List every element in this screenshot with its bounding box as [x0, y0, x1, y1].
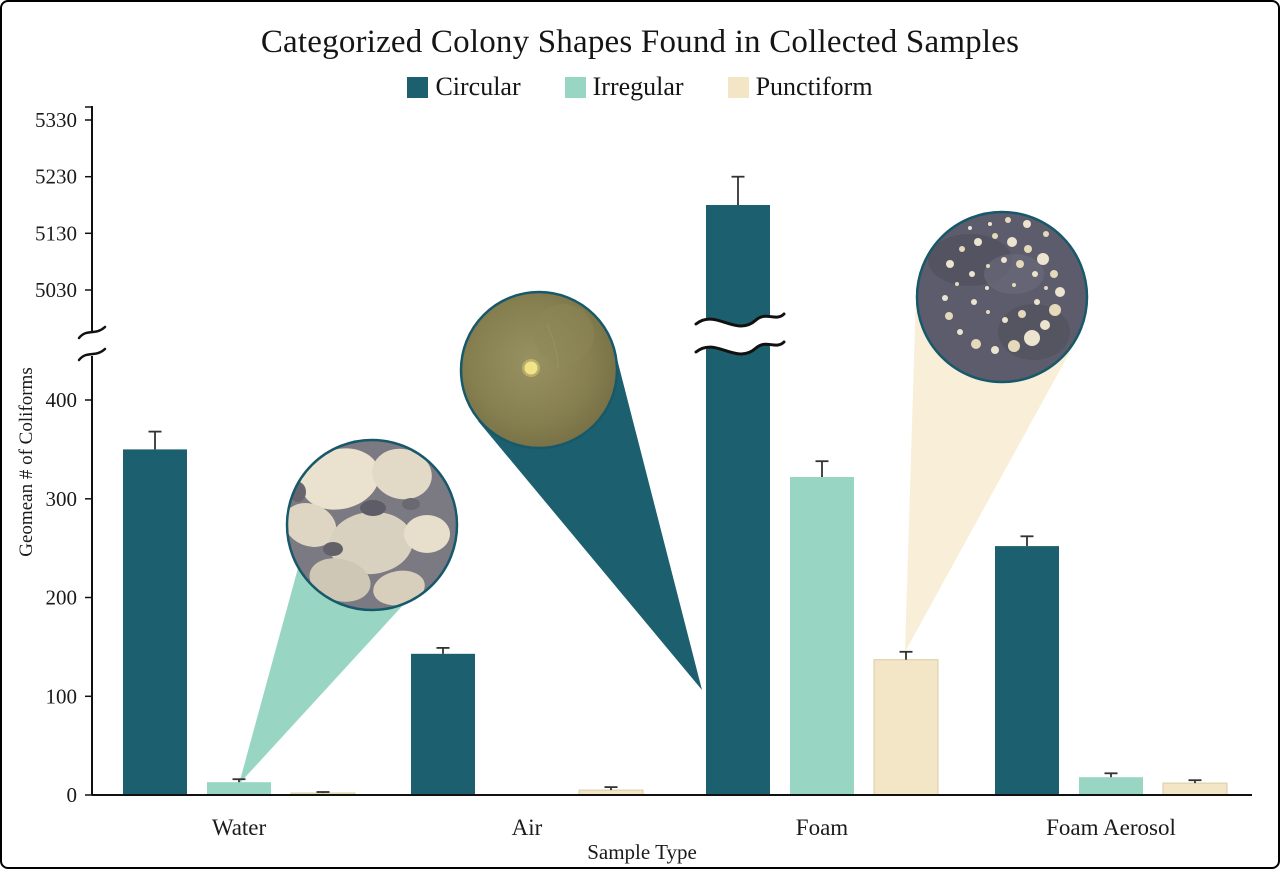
inset-photo-circular-colony: [459, 290, 619, 450]
y-tick-label: 200: [46, 586, 78, 610]
callout-cone-punctiform: [905, 294, 1077, 652]
y-tick-label: 5330: [35, 108, 77, 132]
inset-ring: [285, 438, 459, 612]
bars: [123, 205, 1228, 796]
x-category-label: Water: [212, 815, 267, 840]
legend-item-circular: Circular: [407, 72, 521, 102]
chart-title: Categorized Colony Shapes Found in Colle…: [260, 24, 1020, 60]
bar-break-mark: [694, 312, 786, 356]
x-category-label: Foam: [796, 815, 849, 840]
bar-circular-water: [123, 449, 187, 795]
bar-break-wave-top: [694, 312, 786, 328]
legend-label-circular: Circular: [435, 72, 521, 101]
bar-circular-foam: [706, 205, 770, 795]
axes: Geomean # of Coliforms Sample Type 0 100 2…: [16, 106, 1252, 864]
bar-break-wave-bottom: [694, 340, 786, 356]
inset-ring: [915, 210, 1089, 384]
legend-item-punctiform: Punctiform: [727, 72, 873, 102]
bar-circular-air: [411, 653, 475, 795]
bar-punctiform-foam: [873, 659, 939, 796]
bar-irregular-foam-aerosol: [1079, 777, 1143, 795]
y-tick-label: 5030: [35, 278, 77, 302]
x-category-label: Air: [512, 815, 543, 840]
legend-label-irregular: Irregular: [592, 72, 684, 101]
inset-photos: [285, 210, 1089, 612]
inset-photo-punctiform-colonies: [915, 210, 1089, 384]
y-tick-label: 300: [46, 487, 78, 511]
bar-irregular-foam: [790, 477, 854, 795]
y-tick-label: 5230: [35, 165, 77, 189]
legend-swatch-irregular-icon: [564, 76, 586, 98]
callout-cone-irregular: [239, 568, 416, 784]
y-axis-break-mark: [77, 347, 107, 362]
legend-item-irregular: Irregular: [564, 72, 684, 102]
bar-circular-foam-aerosol: [995, 546, 1059, 795]
legend-swatch-punctiform-icon: [727, 76, 749, 98]
bar-punctiform-foam-aerosol: [1162, 782, 1228, 796]
x-category-label: Foam Aerosol: [1046, 815, 1176, 840]
y-tick-label: 0: [67, 783, 78, 807]
x-axis-title: Sample Type: [587, 840, 697, 864]
error-bars: [148, 175, 1202, 793]
y-axis-title: Geomean # of Coliforms: [16, 367, 37, 556]
y-axis-break-mark: [77, 325, 107, 340]
legend-swatch-circular-icon: [407, 76, 429, 98]
inset-ring: [459, 290, 619, 450]
y-tick-label: 400: [46, 388, 78, 412]
y-tick-label: 100: [46, 684, 78, 708]
legend-label-punctiform: Punctiform: [755, 72, 873, 101]
chart-legend: Circular Irregular Punctiform: [2, 72, 1278, 102]
inset-photo-irregular-colonies: [285, 438, 459, 612]
y-tick-label: 5130: [35, 221, 77, 245]
bar-irregular-water: [207, 782, 271, 795]
